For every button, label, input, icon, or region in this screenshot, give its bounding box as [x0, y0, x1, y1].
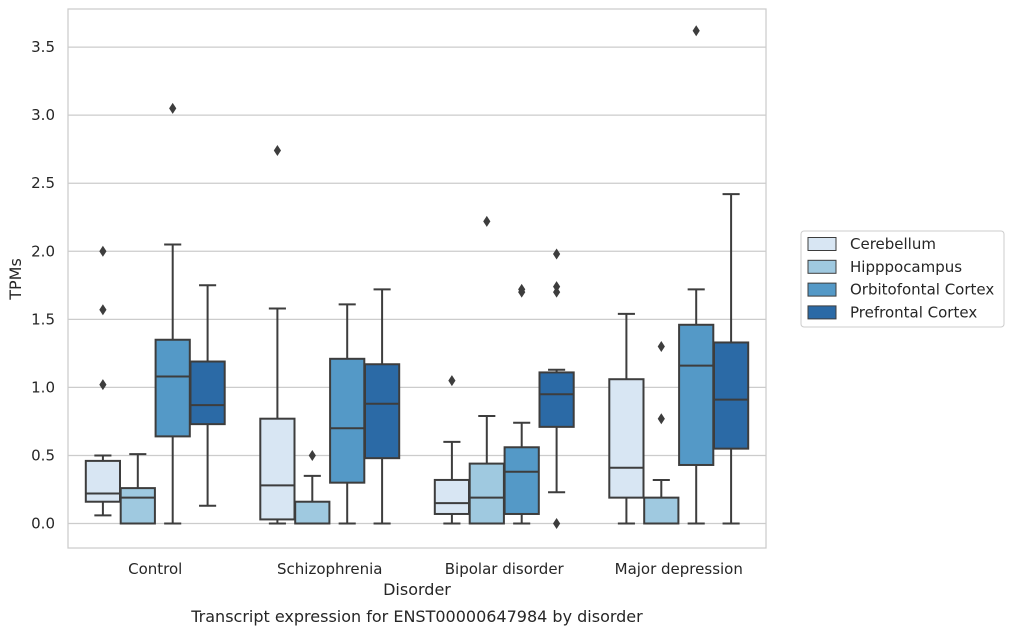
box-cerebellum — [84, 245, 122, 517]
x-tick-label: Control — [128, 560, 182, 578]
box-iqr — [119, 487, 156, 525]
y-tick-label: 2.0 — [31, 242, 55, 260]
legend-label: Cerebellum — [850, 235, 936, 253]
x-tick-label: Bipolar disorder — [445, 560, 565, 578]
outlier-point — [99, 379, 107, 391]
outlier-point — [448, 375, 456, 387]
y-tick-label: 1.5 — [31, 310, 55, 328]
plot-background — [68, 9, 766, 548]
box-hipppocampus — [643, 341, 680, 525]
box-prefrontal-cortex — [712, 193, 750, 525]
y-tick-label: 2.5 — [31, 174, 55, 192]
legend-label: Orbitofontal Cortex — [850, 281, 994, 299]
x-tick-label: Major depression — [615, 560, 743, 578]
box-iqr — [433, 478, 471, 515]
y-tick-label: 0.5 — [31, 446, 55, 464]
outlier-point — [692, 25, 700, 37]
box-iqr — [154, 338, 191, 438]
box-iqr — [259, 417, 296, 521]
outlier-point — [99, 245, 107, 257]
outlier-point — [657, 341, 665, 353]
box-cerebellum — [259, 145, 296, 525]
legend-swatch — [807, 237, 837, 251]
outlier-point — [308, 449, 316, 461]
box-iqr — [712, 341, 750, 450]
y-tick-label: 3.0 — [31, 106, 55, 124]
box-prefrontal-cortex — [538, 248, 575, 529]
y-axis-label: TPMs — [6, 258, 25, 301]
box-iqr — [329, 357, 366, 484]
box-iqr — [189, 360, 226, 426]
box-iqr — [468, 462, 505, 525]
outlier-point — [553, 248, 561, 260]
plot-frame — [67, 8, 767, 549]
box-iqr — [294, 500, 331, 525]
legend-swatch — [807, 305, 837, 320]
x-axis-label: Disorder — [383, 580, 451, 599]
box-iqr — [363, 363, 401, 460]
box-iqr — [608, 378, 645, 499]
outlier-point — [273, 145, 281, 157]
legend-swatch — [807, 282, 837, 297]
box-series — [84, 25, 750, 529]
outlier-point — [553, 518, 561, 529]
y-tick-label: 3.5 — [31, 38, 55, 56]
outlier-point — [553, 281, 561, 293]
box-prefrontal-cortex — [363, 288, 401, 525]
y-tick-label: 1.0 — [31, 378, 55, 396]
outlier-point — [657, 413, 665, 425]
box-iqr — [503, 446, 540, 515]
box-hipppocampus — [294, 449, 331, 525]
box-iqr — [678, 323, 715, 466]
x-tick-labels: Control Schizophrenia Bipolar disorder Majo… — [128, 560, 743, 578]
box-orbitofontal-cortex — [678, 25, 715, 525]
box-hipppocampus — [119, 453, 156, 525]
legend-label: Prefrontal Cortex — [850, 303, 977, 321]
box-orbitofontal-cortex — [503, 283, 540, 525]
box-cerebellum — [608, 312, 645, 525]
legend: Cerebellum Hipppocampus Orbitofontal Corte… — [800, 230, 1005, 328]
outlier-point — [518, 283, 526, 295]
y-tick-labels: 0.0 0.5 1.0 1.5 2.0 2.5 3.0 3.5 — [31, 38, 55, 532]
y-tick-label: 0.0 — [31, 515, 55, 533]
box-prefrontal-cortex — [189, 284, 226, 507]
box-iqr — [643, 496, 680, 525]
outlier-point — [99, 304, 107, 316]
outlier-point — [169, 102, 177, 114]
outlier-point — [483, 215, 491, 227]
legend-swatch — [807, 259, 837, 274]
x-tick-label: Schizophrenia — [277, 560, 382, 578]
legend-frame — [800, 230, 1005, 328]
chart-caption: Transcript expression for ENST0000064798… — [190, 607, 643, 626]
legend-label: Hipppocampus — [850, 258, 962, 276]
box-iqr — [538, 371, 575, 428]
box-iqr — [84, 459, 122, 503]
